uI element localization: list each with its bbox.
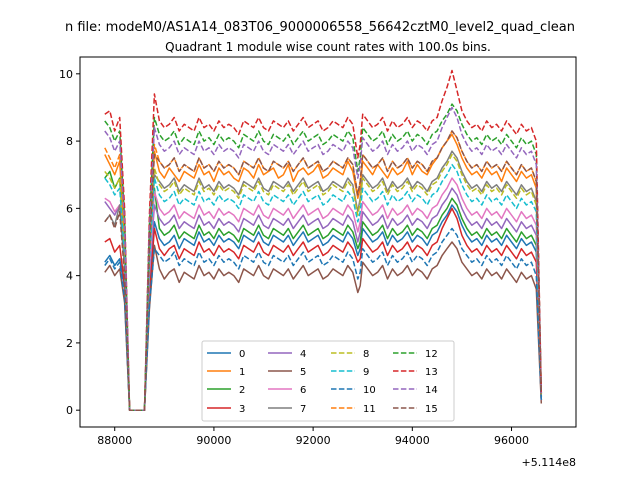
series-line-10 [104, 227, 543, 411]
series-line-7 [104, 150, 543, 411]
x-tick-label: 94000 [395, 434, 430, 447]
legend-label-3: 3 [239, 404, 245, 415]
series-line-5 [104, 241, 543, 411]
x-tick-label: 92000 [296, 434, 331, 447]
series-line-3 [104, 207, 543, 411]
y-tick-label: 4 [66, 270, 73, 283]
y-tick-label: 6 [66, 202, 73, 215]
legend-label-13: 13 [425, 367, 438, 378]
series-line-0 [104, 204, 543, 411]
legend-label-0: 0 [239, 349, 245, 360]
legend-label-11: 11 [363, 404, 376, 415]
x-tick-label: 90000 [196, 434, 231, 447]
legend-label-15: 15 [425, 404, 438, 415]
legend-label-12: 12 [425, 349, 438, 360]
series-layer [104, 69, 543, 411]
y-tick-label: 10 [59, 68, 73, 81]
series-line-6 [104, 177, 543, 411]
series-line-2 [104, 170, 543, 411]
y-tick-label: 8 [66, 135, 73, 148]
x-offset-text: +5.114e8 [522, 456, 576, 469]
series-line-13 [104, 69, 543, 411]
axes-frame [79, 56, 577, 428]
series-line-4 [104, 187, 543, 411]
y-tick-label: 2 [66, 337, 73, 350]
legend-label-5: 5 [300, 367, 306, 378]
series-line-12 [104, 103, 543, 411]
series-line-8 [104, 153, 543, 411]
chart-title: Quadrant 1 module wise count rates with … [165, 40, 491, 54]
x-tick-label: 88000 [97, 434, 132, 447]
series-line-1 [104, 133, 543, 411]
x-tick-label: 96000 [494, 434, 529, 447]
series-line-15 [104, 130, 543, 411]
y-axis: 0 2 4 6 8 10 [59, 68, 80, 417]
x-axis: 88000 90000 92000 94000 96000 [97, 427, 529, 447]
legend-label-10: 10 [363, 385, 376, 396]
legend-label-8: 8 [363, 349, 369, 360]
legend-label-7: 7 [300, 404, 306, 415]
series-line-14 [104, 106, 543, 411]
legend-box [201, 340, 455, 422]
y-tick-label: 0 [66, 404, 73, 417]
legend-label-14: 14 [425, 385, 438, 396]
series-line-9 [104, 163, 543, 411]
legend-label-9: 9 [363, 367, 369, 378]
legend-label-6: 6 [300, 385, 306, 396]
legend-label-4: 4 [300, 349, 306, 360]
figure-suptitle: n file: modeM0/AS1A14_083T06_9000006558_… [65, 20, 575, 35]
legend-label-2: 2 [239, 385, 245, 396]
legend-label-1: 1 [239, 367, 245, 378]
